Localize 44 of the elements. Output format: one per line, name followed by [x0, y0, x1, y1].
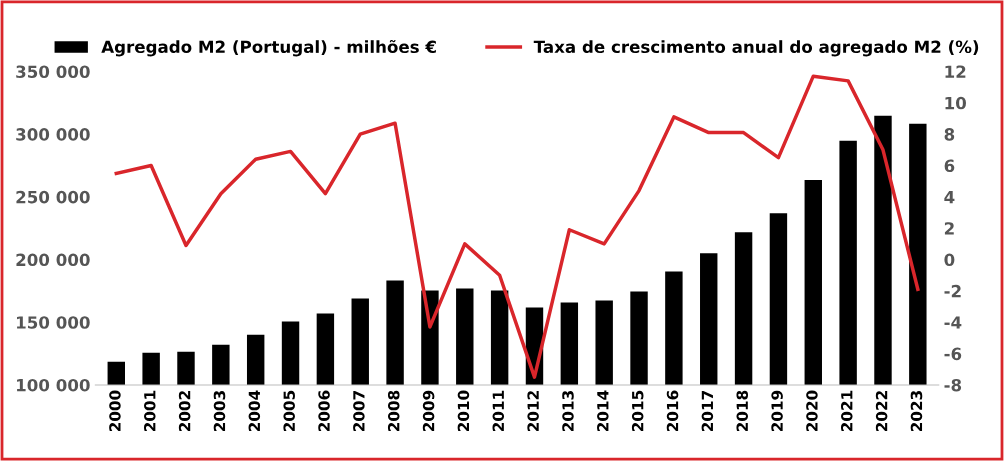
x-tick-label: 2014: [597, 390, 609, 432]
x-tick-label: 2022: [875, 391, 888, 432]
y-tick-label: 150 000: [17, 316, 90, 329]
line-series: [114, 74, 920, 379]
y2-tick-label: -2: [944, 284, 961, 298]
x-tick-label: 2011: [492, 390, 505, 432]
x-tick-label: 2012: [527, 391, 539, 432]
y2-tick-label: 12: [945, 65, 966, 78]
legend-label: Taxa de crescimento anual do agregado M2 (%): [533, 40, 979, 57]
x-tick-label: 2007: [353, 391, 365, 432]
x-tick-label: 2013: [562, 391, 574, 432]
x-tick-label: 2003: [213, 391, 226, 432]
y-tick-label: 250 000: [16, 190, 90, 204]
x-tick-label: 2019: [771, 390, 783, 432]
y-tick-label: 300 000: [16, 128, 90, 141]
x-tick-label: 2005: [283, 390, 295, 432]
y-tick-label: 350 000: [16, 65, 90, 79]
y2-tick-label: -8: [944, 378, 962, 392]
x-tick-label: 2006: [318, 390, 330, 432]
x-tick-label: 2010: [457, 390, 470, 432]
x-tick-label: 2016: [666, 390, 679, 432]
x-tick-label: 2009: [422, 390, 435, 432]
x-tick-label: 2021: [841, 390, 853, 432]
y2-tick-label: -6: [944, 347, 962, 361]
y2-tick-label: 4: [944, 191, 955, 204]
y-tick-label: 100 000: [17, 378, 90, 392]
y2-tick-label: 6: [944, 159, 955, 173]
y2-tick-label: 0: [944, 253, 955, 267]
y-tick-label: 200 000: [16, 253, 90, 267]
x-tick-label: 2001: [144, 390, 156, 432]
legend-label: Agregado M2 (Portugal) - milhões €: [101, 39, 436, 57]
x-tick-label: 2018: [736, 390, 749, 432]
y2-tick-label: 2: [944, 222, 954, 235]
x-tick-label: 2015: [631, 390, 644, 432]
y2-tick-label: 8: [944, 128, 955, 141]
y2-tick-label: -4: [944, 316, 962, 329]
x-tick-label: 2000: [109, 390, 121, 432]
x-tick-label: 2017: [701, 391, 714, 432]
x-tick-label: 2023: [910, 391, 923, 432]
x-tick-label: 2004: [248, 390, 261, 432]
x-tick-label: 2008: [387, 390, 400, 432]
x-tick-label: 2002: [178, 391, 191, 432]
x-tick-label: 2020: [806, 390, 818, 432]
y2-tick-label: 10: [945, 96, 966, 110]
